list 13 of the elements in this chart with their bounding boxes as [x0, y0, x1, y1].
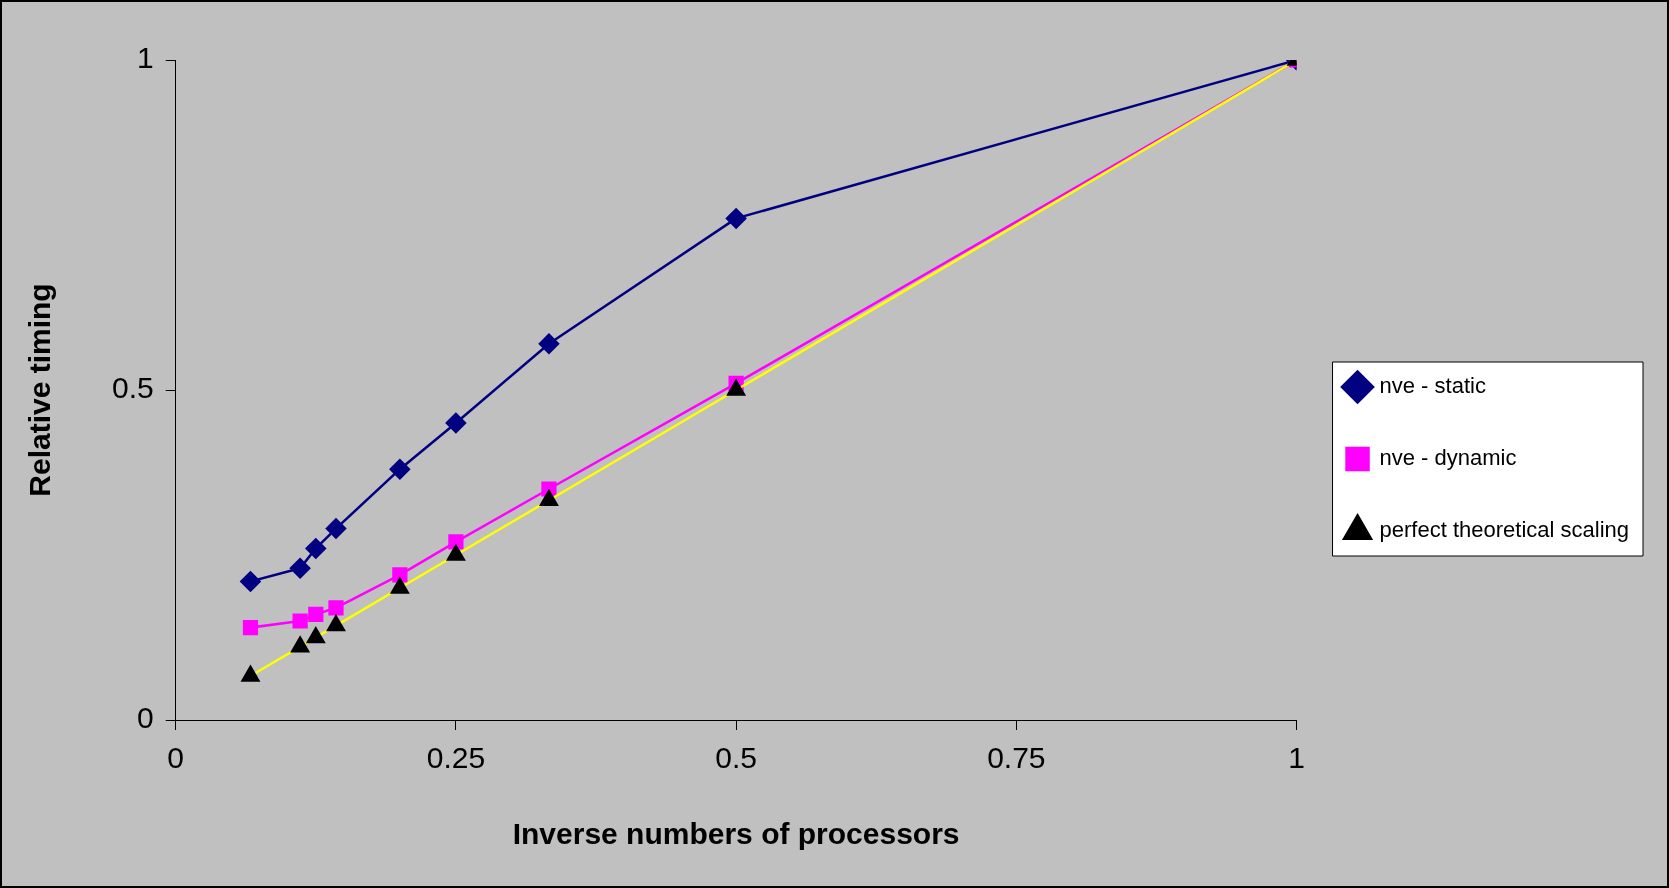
x-tick-label: 0.75	[987, 741, 1046, 775]
y-tick-label: 0.5	[111, 371, 154, 405]
x-tick-label: 0.25	[426, 741, 486, 775]
x-tick-label: 0	[167, 741, 185, 775]
y-axis-title: Relative timing	[23, 283, 57, 497]
legend-label: nve - static	[1379, 373, 1486, 399]
legend-label: nve - dynamic	[1379, 445, 1517, 471]
y-tick-label: 0	[137, 701, 154, 735]
y-tick-label: 1	[137, 41, 154, 75]
x-tick-label: 1	[1288, 741, 1305, 775]
x-axis-title: Inverse numbers of processors	[512, 817, 960, 851]
x-tick-label: 0.5	[715, 741, 757, 775]
legend-label: perfect theoretical scaling	[1379, 517, 1629, 543]
